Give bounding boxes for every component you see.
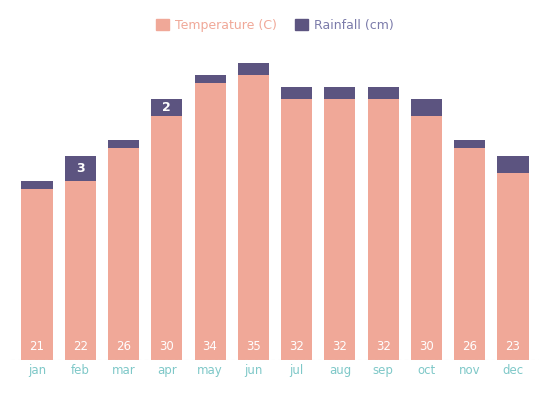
Bar bbox=[21, 181, 53, 189]
Bar bbox=[454, 148, 485, 360]
Text: 32: 32 bbox=[333, 340, 348, 354]
Text: 3: 3 bbox=[76, 162, 85, 175]
Text: 30: 30 bbox=[160, 340, 174, 354]
Bar bbox=[108, 140, 139, 148]
Bar bbox=[21, 189, 53, 360]
Bar bbox=[195, 75, 226, 83]
Bar bbox=[238, 75, 269, 360]
Text: 21: 21 bbox=[30, 340, 45, 354]
Bar bbox=[324, 87, 355, 100]
Bar bbox=[411, 100, 442, 116]
Text: 35: 35 bbox=[246, 340, 261, 354]
Text: 26: 26 bbox=[116, 340, 131, 354]
Text: 22: 22 bbox=[73, 340, 88, 354]
Bar bbox=[281, 100, 312, 360]
Bar bbox=[324, 100, 355, 360]
Text: 32: 32 bbox=[376, 340, 390, 354]
Bar bbox=[411, 116, 442, 360]
Bar bbox=[108, 148, 139, 360]
Bar bbox=[367, 87, 399, 100]
Bar bbox=[65, 156, 96, 181]
Bar bbox=[65, 181, 96, 360]
Bar bbox=[367, 100, 399, 360]
Text: 23: 23 bbox=[505, 340, 520, 354]
Bar bbox=[151, 116, 183, 360]
Text: 30: 30 bbox=[419, 340, 434, 354]
Bar bbox=[238, 63, 269, 75]
Text: 34: 34 bbox=[202, 340, 217, 354]
Bar bbox=[151, 100, 183, 116]
Bar bbox=[195, 83, 226, 360]
Text: 32: 32 bbox=[289, 340, 304, 354]
Text: 2: 2 bbox=[162, 101, 171, 114]
Bar bbox=[454, 140, 485, 148]
Text: 26: 26 bbox=[462, 340, 477, 354]
Bar bbox=[281, 87, 312, 100]
Bar bbox=[497, 173, 529, 360]
Legend: Temperature (C), Rainfall (cm): Temperature (C), Rainfall (cm) bbox=[151, 14, 399, 37]
Bar bbox=[497, 156, 529, 173]
